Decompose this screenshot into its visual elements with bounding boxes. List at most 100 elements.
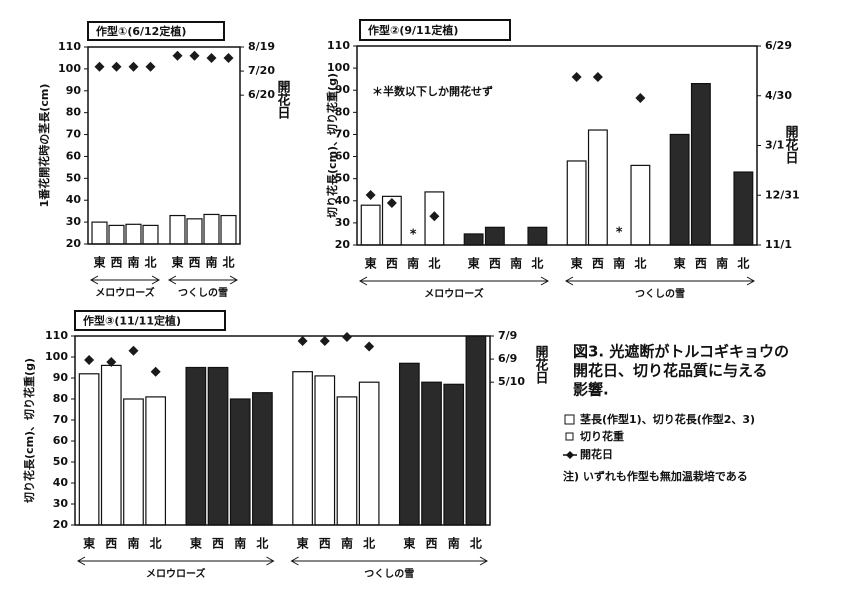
- flowering-marker: [319, 336, 330, 347]
- x-tick-label: 東: [297, 536, 309, 551]
- group-label: つくしの雪: [364, 568, 414, 580]
- y-tick-label: 60: [53, 434, 69, 447]
- y-tick-label: 100: [327, 61, 350, 74]
- arrow-head: [358, 276, 368, 286]
- y-tick-label: 20: [53, 518, 69, 531]
- bar: [587, 129, 608, 246]
- x-tick-label: 東: [171, 255, 183, 270]
- flowering-marker: [128, 345, 139, 356]
- caption-line: 開花日、切り花品質に与える: [573, 362, 768, 380]
- x-tick-label: 南: [127, 536, 139, 551]
- caption-line: 影響.: [573, 381, 609, 399]
- y-axis-label: 1番花開花時の茎長(cm): [37, 84, 51, 208]
- x-tick-label: 西: [105, 537, 117, 551]
- arrow-head: [151, 275, 161, 285]
- y-tick-label: 90: [53, 371, 69, 384]
- arrow-head: [746, 276, 756, 286]
- y-tick-label: 50: [335, 172, 351, 185]
- y2-tick-label: 5/10: [498, 375, 525, 388]
- bar: [220, 214, 237, 245]
- x-tick-label: 北: [144, 255, 156, 270]
- bar: [169, 214, 186, 245]
- flowering-marker: [364, 341, 375, 352]
- y-axis-label: 切り花長(cm)、切り花重(g): [22, 358, 36, 503]
- y2-axis-label: 開花日: [533, 345, 549, 385]
- bar: [527, 226, 548, 246]
- flowering-marker: [94, 61, 105, 72]
- bar: [123, 398, 144, 526]
- x-tick-label: 北: [256, 536, 268, 551]
- x-tick-label: 北: [634, 256, 646, 271]
- title-box: [359, 19, 511, 41]
- flowering-marker: [84, 354, 95, 365]
- legend-label: 切り花重: [580, 429, 624, 443]
- bar: [78, 373, 100, 526]
- chart-title: 作型③(11/11定植): [83, 314, 181, 328]
- flowering-marker: [297, 336, 308, 347]
- x-tick-label: 南: [127, 255, 139, 270]
- x-tick-label: 東: [403, 536, 415, 551]
- group-label: つくしの雪: [635, 288, 685, 300]
- flowering-marker: [189, 50, 200, 61]
- flowering-marker: [429, 211, 440, 222]
- legend-diamond: [566, 451, 574, 459]
- flowering-marker: [635, 92, 646, 103]
- legend-swatch: [565, 432, 574, 441]
- bar: [125, 223, 142, 245]
- x-tick-label: 南: [510, 256, 522, 271]
- bar: [463, 233, 484, 246]
- group-label: つくしの雪: [178, 287, 228, 299]
- bar: [91, 221, 108, 245]
- y2-axis-label: 開花日: [783, 125, 799, 165]
- x-tick-label: 東: [674, 256, 686, 271]
- x-tick-label: 西: [188, 256, 200, 270]
- bar: [690, 82, 711, 246]
- plot-frame: [74, 335, 491, 526]
- x-tick-label: 西: [386, 257, 398, 271]
- group-label: メロウローズ: [424, 287, 484, 300]
- y2-tick-label: 12/31: [765, 188, 800, 201]
- flowering-marker: [223, 52, 234, 63]
- y-tick-label: 40: [53, 476, 69, 489]
- y-tick-label: 90: [335, 83, 351, 96]
- x-tick-label: 北: [531, 256, 543, 271]
- title-box: [87, 21, 225, 41]
- y-tick-label: 20: [335, 238, 351, 251]
- x-tick-label: 東: [571, 256, 583, 271]
- bar: [358, 381, 380, 526]
- x-tick-label: 西: [110, 256, 122, 270]
- flowering-marker: [106, 357, 117, 368]
- y-tick-label: 50: [53, 455, 69, 468]
- y2-tick-label: 6/20: [248, 88, 275, 101]
- caption-line: 図3. 光遮断がトルコギキョウの: [573, 343, 789, 361]
- x-tick-label: 西: [592, 257, 604, 271]
- y-tick-label: 30: [53, 497, 69, 510]
- y-tick-label: 40: [335, 194, 351, 207]
- flowering-marker: [386, 197, 397, 208]
- bar: [398, 362, 420, 526]
- chart-title: 作型①(6/12定植): [96, 24, 186, 38]
- arrow-head: [76, 556, 86, 566]
- x-tick-label: 北: [470, 536, 482, 551]
- flowering-marker: [571, 71, 582, 82]
- flowering-marker: [592, 71, 603, 82]
- legend-swatch: [564, 414, 575, 425]
- arrow-head: [229, 275, 239, 285]
- x-tick-label: 南: [407, 256, 419, 271]
- bar: [733, 171, 754, 246]
- legend-label: 茎長(作型1)、切り花長(作型2、3): [580, 412, 755, 426]
- chart-title: 作型②(9/11定植): [368, 23, 458, 37]
- y-tick-label: 50: [66, 171, 82, 184]
- asterisk-marker: *: [410, 228, 417, 243]
- bar: [207, 366, 229, 526]
- legend-label: 開花日: [580, 447, 613, 461]
- flowering-marker: [172, 50, 183, 61]
- x-tick-label: 北: [150, 536, 162, 551]
- bar: [336, 396, 358, 526]
- x-tick-label: 東: [190, 536, 202, 551]
- x-tick-label: 南: [448, 536, 460, 551]
- bar: [465, 335, 487, 526]
- y-tick-label: 100: [58, 62, 81, 75]
- y-tick-label: 20: [66, 237, 82, 250]
